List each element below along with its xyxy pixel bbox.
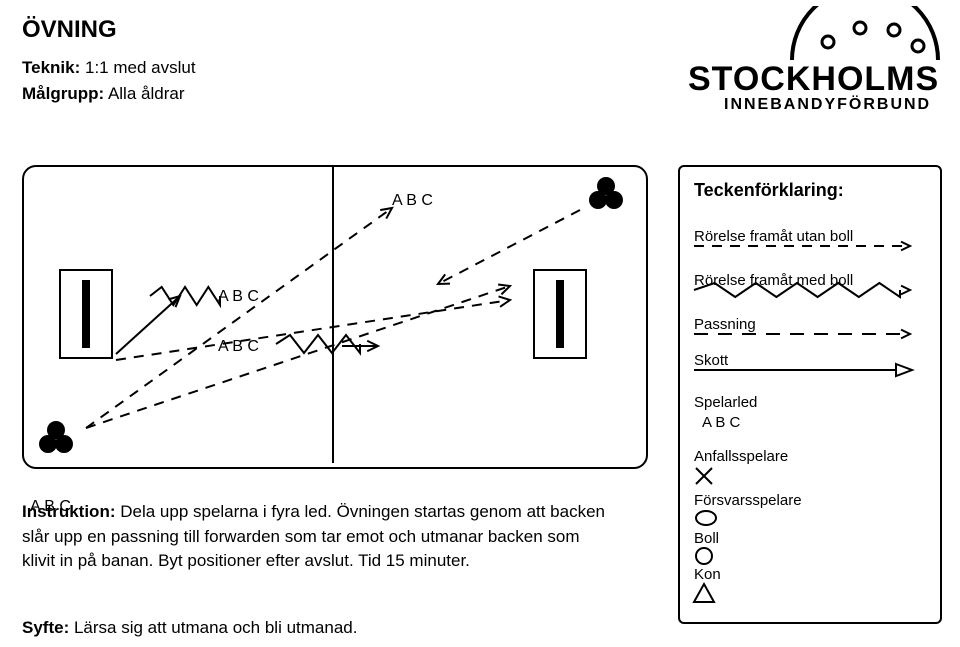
- legend-svg: [0, 0, 960, 647]
